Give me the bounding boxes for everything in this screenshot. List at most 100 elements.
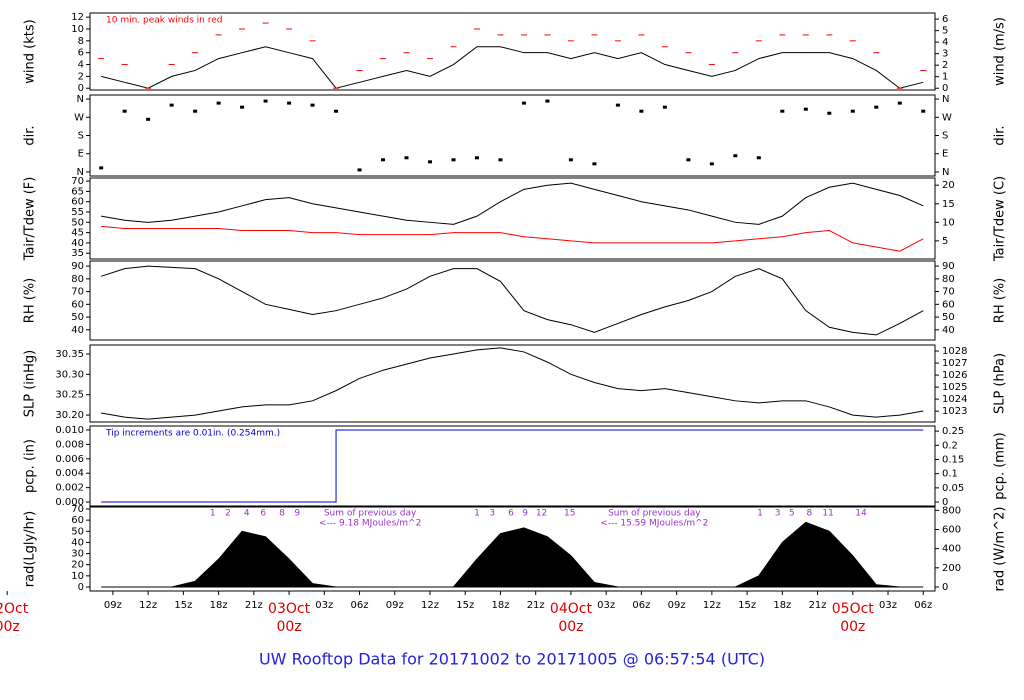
x-tick-label: 18z bbox=[773, 600, 791, 611]
y-tick-label: 4 bbox=[78, 60, 84, 71]
y-tick-label: 90 bbox=[71, 261, 84, 272]
y-tick-label: 65 bbox=[71, 186, 84, 197]
y2-axis-label: dir. bbox=[993, 125, 1008, 145]
y-tick-label: 0.004 bbox=[55, 468, 84, 479]
hour-mark: 8 bbox=[279, 509, 285, 519]
x-tick-label: 12z bbox=[421, 600, 439, 611]
hour-mark: 1 bbox=[757, 509, 763, 519]
y2-tick-label: 50 bbox=[942, 312, 955, 323]
x-tick-label: 06z bbox=[914, 600, 932, 611]
y-tick-label: 0.006 bbox=[55, 454, 84, 465]
y-tick-label: 8 bbox=[78, 36, 84, 47]
x-tick-label: 03z bbox=[879, 600, 897, 611]
hour-mark: 9 bbox=[294, 509, 300, 519]
hour-mark: 6 bbox=[260, 509, 266, 519]
y2-tick-label: 10 bbox=[942, 217, 955, 228]
x-tick-label: 21z bbox=[809, 600, 827, 611]
x-tick-label: 06z bbox=[351, 600, 369, 611]
direction-point bbox=[662, 105, 667, 109]
y2-tick-label: W bbox=[942, 112, 952, 123]
panel-frame bbox=[89, 177, 936, 260]
y-tick-label: 60 bbox=[71, 515, 84, 526]
panel-frame bbox=[89, 260, 936, 341]
y-axis-label: wind (kts) bbox=[23, 19, 38, 83]
y2-tick-label: 90 bbox=[942, 261, 955, 272]
x-tick-label: 09z bbox=[386, 600, 404, 611]
y2-axis-label: Tair/Tdew (C) bbox=[993, 176, 1008, 262]
hour-mark: 11 bbox=[822, 509, 833, 519]
direction-point bbox=[381, 158, 386, 162]
y2-tick-label: N bbox=[942, 94, 949, 105]
y-tick-label: 10 bbox=[71, 571, 84, 582]
y2-tick-label: S bbox=[942, 131, 948, 142]
y-tick-label: 0.010 bbox=[55, 425, 84, 436]
hour-mark: 6 bbox=[508, 509, 514, 519]
y-axis-label: pcp. (in) bbox=[23, 439, 38, 493]
y-axis-label: Tair/Tdew (F) bbox=[23, 177, 38, 262]
y2-tick-label: 0.1 bbox=[942, 469, 958, 480]
day-label: 03Oct bbox=[268, 601, 311, 617]
direction-point bbox=[404, 156, 409, 160]
y2-tick-label: 15 bbox=[942, 199, 955, 210]
y-tick-label: 40 bbox=[71, 325, 84, 336]
y-tick-label: 70 bbox=[71, 287, 84, 298]
y-tick-label: 70 bbox=[71, 504, 84, 515]
y2-tick-label: 3 bbox=[942, 49, 948, 60]
direction-point bbox=[545, 99, 550, 103]
direction-point bbox=[521, 101, 526, 105]
direction-point bbox=[756, 156, 761, 160]
direction-point bbox=[169, 103, 174, 107]
annotation: Tip increments are 0.01in. (0.254mm.) bbox=[105, 429, 280, 439]
y-tick-label: 45 bbox=[71, 228, 84, 239]
y2-tick-label: 800 bbox=[942, 505, 961, 516]
panel-frame bbox=[89, 425, 936, 507]
direction-point bbox=[427, 160, 432, 164]
x-tick-label: 18z bbox=[210, 600, 228, 611]
direction-point bbox=[474, 156, 479, 160]
hour-mark: 1 bbox=[474, 509, 480, 519]
y2-tick-label: 20 bbox=[942, 180, 955, 191]
y-tick-label: 0.008 bbox=[55, 439, 84, 450]
series-line bbox=[101, 347, 924, 420]
direction-point bbox=[334, 109, 339, 113]
x-tick-label: 15z bbox=[174, 600, 192, 611]
direction-point bbox=[850, 109, 855, 113]
x-tick-label: 12z bbox=[703, 600, 721, 611]
x-tick-label: 03z bbox=[315, 600, 333, 611]
y-tick-label: 70 bbox=[71, 176, 84, 187]
daily-sum: <--- 9.18 MJoules/m^2 bbox=[319, 519, 421, 529]
y-tick-label: W bbox=[74, 112, 84, 123]
y2-tick-label: 1026 bbox=[942, 370, 967, 381]
y2-tick-label: 200 bbox=[942, 563, 961, 574]
direction-point bbox=[827, 111, 832, 115]
y2-tick-label: 4 bbox=[942, 37, 948, 48]
y2-tick-label: 40 bbox=[942, 325, 955, 336]
daily-sum: Sum of previous day bbox=[324, 509, 417, 519]
hour-mark: 3 bbox=[489, 509, 495, 519]
x-tick-label: 03z bbox=[597, 600, 615, 611]
y-tick-label: 35 bbox=[71, 248, 84, 259]
y2-axis-label: wind (m/s) bbox=[993, 17, 1008, 86]
direction-point bbox=[733, 154, 738, 158]
direction-point bbox=[709, 162, 714, 166]
series-line bbox=[101, 225, 924, 252]
y-tick-label: 50 bbox=[71, 217, 84, 228]
y-tick-label: 50 bbox=[71, 312, 84, 323]
y2-tick-label: 0.25 bbox=[942, 426, 964, 437]
y2-tick-label: 0.15 bbox=[942, 454, 964, 465]
y-tick-label: S bbox=[78, 131, 84, 142]
precip-line bbox=[101, 429, 924, 503]
y-tick-label: 60 bbox=[71, 299, 84, 310]
x-tick-label: 09z bbox=[668, 600, 686, 611]
direction-point bbox=[803, 107, 808, 111]
panel-frame bbox=[89, 344, 936, 423]
y-tick-label: N bbox=[77, 167, 84, 178]
y2-tick-label: 1028 bbox=[942, 346, 967, 357]
direction-point bbox=[615, 103, 620, 107]
hour-mark: 1 bbox=[210, 509, 216, 519]
daily-sum: <--- 15.59 MJoules/m^2 bbox=[600, 519, 708, 529]
y2-tick-label: 60 bbox=[942, 299, 955, 310]
y-tick-label: 50 bbox=[71, 526, 84, 537]
x-tick-label: 21z bbox=[245, 600, 263, 611]
day-label: 04Oct bbox=[550, 601, 593, 617]
